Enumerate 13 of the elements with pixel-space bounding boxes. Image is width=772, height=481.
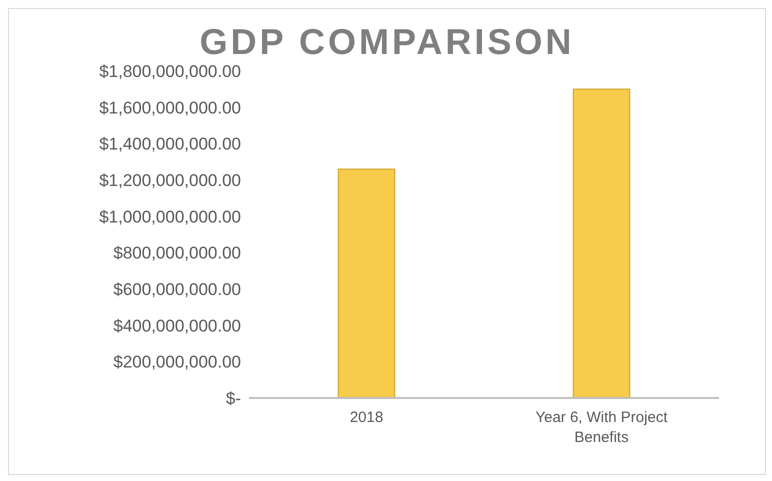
y-tick-label: $1,800,000,000.00 [99,62,241,82]
x-tick-label: 2018 [350,409,384,426]
y-tick-label: $1,600,000,000.00 [99,98,241,118]
y-tick-label: $1,200,000,000.00 [99,171,241,190]
y-tick-label: $600,000,000.00 [113,280,241,300]
y-tick-label: $- [226,389,241,408]
y-tick-label: $200,000,000.00 [113,352,241,372]
y-tick-label: $400,000,000.00 [113,316,241,336]
y-tick-label: $1,400,000,000.00 [99,134,241,154]
y-tick-label: $800,000,000.00 [113,244,241,263]
x-tick-label: Year 6, With Project Benefits [535,409,668,446]
y-tick-label: $1,000,000,000.00 [99,207,241,226]
chart-title: GDP COMPARISON [198,21,576,63]
